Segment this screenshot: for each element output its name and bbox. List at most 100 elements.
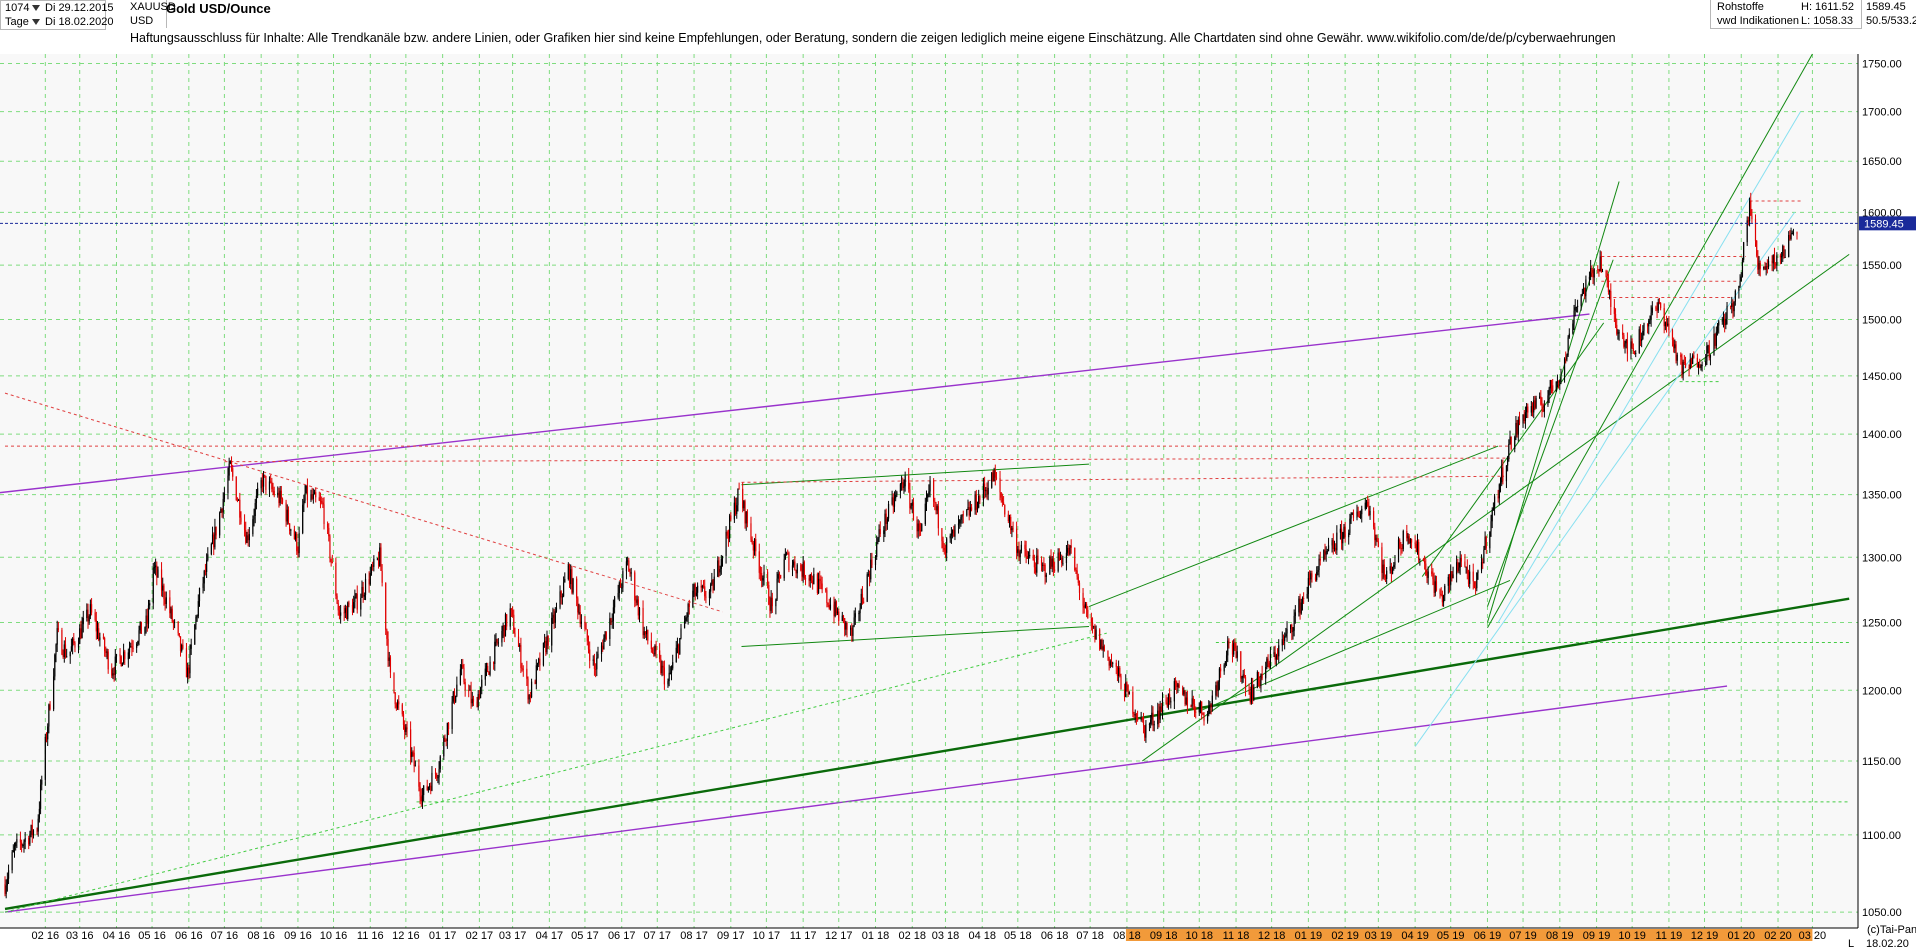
candle-down xyxy=(902,482,904,488)
candle-up xyxy=(1278,645,1280,657)
candle-up xyxy=(1102,646,1104,650)
candle-up xyxy=(762,578,764,581)
candle-down xyxy=(1665,322,1668,326)
candle-down xyxy=(1622,332,1624,336)
candle-up xyxy=(1692,355,1694,364)
candle-up xyxy=(1574,307,1576,311)
candle-down xyxy=(1040,559,1043,566)
candle-down xyxy=(131,646,133,648)
interval-select[interactable]: Tage xyxy=(5,15,40,29)
candle-down xyxy=(1090,618,1092,623)
candle-down xyxy=(970,507,973,511)
candle-up xyxy=(849,627,852,630)
period-value[interactable]: 1074 xyxy=(5,1,41,15)
x-tick-label: 07 17 xyxy=(644,930,672,942)
candle-up xyxy=(69,651,71,657)
candle-down xyxy=(444,737,446,741)
candle-down xyxy=(105,651,107,653)
candle-down xyxy=(1655,307,1657,309)
candle-down xyxy=(637,599,639,616)
period-box[interactable]: 1074 Di 29.12.2015 Tage Di 18.02.2020 xyxy=(0,0,114,30)
candle-down xyxy=(568,565,571,585)
candle-up xyxy=(1567,337,1569,356)
candle-down xyxy=(331,561,333,563)
candle-down xyxy=(1358,516,1360,518)
candle-up xyxy=(899,484,902,493)
y-tick-label: 1650.00 xyxy=(1862,156,1902,168)
candle-down xyxy=(520,645,522,668)
source: vwd Indikationen xyxy=(1717,15,1799,27)
candle-up xyxy=(1642,330,1644,339)
candle-down xyxy=(213,534,215,548)
candle-up xyxy=(1575,306,1578,308)
candle-down xyxy=(605,631,607,640)
candle-up xyxy=(294,533,297,539)
candle-down xyxy=(1074,547,1076,571)
candle-up xyxy=(1241,677,1243,679)
candle-up xyxy=(661,665,663,674)
candle-down xyxy=(236,500,239,502)
candle-up xyxy=(991,472,993,488)
candle-up xyxy=(711,580,713,585)
candle-up xyxy=(1301,598,1304,603)
candle-up xyxy=(974,494,976,511)
candle-down xyxy=(232,468,234,477)
x-tick-label: 09 19 xyxy=(1583,930,1611,942)
candle-up xyxy=(1008,517,1011,522)
candle-down xyxy=(804,578,807,580)
candle-up xyxy=(951,529,954,534)
candle-up xyxy=(494,641,496,665)
candle-up xyxy=(1161,699,1164,712)
candle-down xyxy=(1415,543,1417,553)
candle-down xyxy=(808,578,810,581)
candle-up xyxy=(11,852,13,871)
candle-up xyxy=(867,573,869,575)
candle-up xyxy=(561,596,564,598)
trendline-green xyxy=(1486,181,1620,623)
candle-down xyxy=(1516,422,1518,435)
candle-up xyxy=(675,647,677,663)
candle-down xyxy=(826,590,828,604)
candle-up xyxy=(497,642,499,644)
candle-up xyxy=(1289,624,1292,629)
trendline-green xyxy=(1421,322,1605,577)
candle-down xyxy=(780,574,782,579)
candle-down xyxy=(1796,232,1798,234)
candle-up xyxy=(1389,566,1391,571)
candle-down xyxy=(182,645,184,649)
candle-up xyxy=(1447,576,1449,586)
candle-up xyxy=(733,502,735,520)
candle-up xyxy=(456,684,458,696)
candle-up xyxy=(893,498,896,507)
scale-mode[interactable]: L xyxy=(1848,938,1854,950)
candle-up xyxy=(54,654,56,677)
candle-up xyxy=(344,608,346,613)
candle-down xyxy=(401,704,403,715)
x-tick-label: 11 19 xyxy=(1656,930,1683,942)
candle-down xyxy=(1708,345,1710,358)
candle-up xyxy=(1593,269,1595,278)
candle-down xyxy=(273,490,275,496)
candle-up xyxy=(1206,713,1209,722)
candle-down xyxy=(1216,685,1218,691)
candle-up xyxy=(1630,341,1632,354)
candle-up xyxy=(438,769,440,778)
chevron-down-icon[interactable] xyxy=(31,19,40,26)
candle-down xyxy=(4,883,6,894)
last-price-tag-label: 1589.45 xyxy=(1864,218,1904,230)
candle-up xyxy=(504,614,507,637)
candle-up xyxy=(1065,552,1068,564)
trendline-green xyxy=(1487,53,1813,629)
x-tick-label: 03 19 xyxy=(1365,930,1393,942)
chevron-down-icon[interactable] xyxy=(32,5,41,12)
candle-up xyxy=(1062,563,1064,565)
x-tick-label: 11 18 xyxy=(1223,930,1250,942)
candle-down xyxy=(1381,547,1383,573)
candle-up xyxy=(1317,570,1319,572)
candle-down xyxy=(132,647,134,649)
disclaimer-text: Haftungsausschluss für Inhalte: Alle Tre… xyxy=(130,31,1616,45)
candle-up xyxy=(437,777,439,779)
candle-up xyxy=(114,656,116,675)
candle-down xyxy=(602,645,604,650)
